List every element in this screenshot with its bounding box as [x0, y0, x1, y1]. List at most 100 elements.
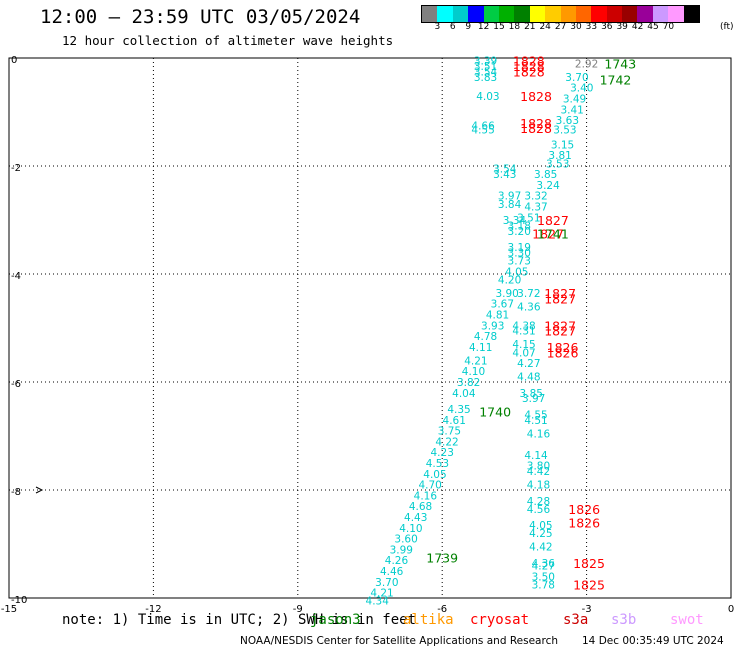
pass-time-label: 1826 [568, 502, 600, 517]
satellite-label-s3b: s3b [611, 612, 637, 628]
scale-tick-label: 39 [616, 22, 628, 32]
wave-height-label: 3.82 [457, 377, 480, 389]
wave-height-label: 3.63 [556, 115, 579, 127]
x-tick-label: -12 [145, 604, 161, 615]
x-tick-label: -9 [293, 604, 303, 615]
wave-height-label: 4.81 [486, 310, 509, 322]
pass-time-label: 1826 [568, 515, 600, 530]
wave-height-label: 3.70 [565, 72, 588, 84]
credit-text: NOAA/NESDIS Center for Satellite Applica… [240, 635, 558, 647]
wave-height-label: 3.49 [563, 94, 586, 106]
wave-height-label: 4.10 [399, 523, 422, 535]
scale-swatch [591, 6, 607, 22]
wave-height-label: 4.48 [517, 372, 540, 384]
pass-time-label: 1826 [547, 345, 579, 360]
y-tick-label: 0 [11, 55, 17, 66]
chart-subtitle: 12 hour collection of altimeter wave hei… [62, 33, 394, 48]
pass-time-label: 1826 [547, 340, 579, 355]
wave-height-label: 4.15 [512, 339, 535, 351]
scale-tick-label: 33 [585, 22, 598, 32]
wave-height-label: 3.15 [551, 139, 574, 151]
scale-swatch [422, 6, 438, 22]
wave-height-label: 4.27 [532, 561, 555, 573]
scale-tick-label: 9 [465, 22, 472, 32]
wave-height-label: 4.31 [512, 326, 535, 338]
wave-height-label: 3.90 [495, 288, 518, 300]
wave-height-label: 3.51 [474, 61, 497, 73]
wave-height-label: 4.04 [452, 388, 476, 400]
scale-swatch [545, 6, 561, 22]
wave-height-label: 4.36 [517, 301, 541, 313]
pass-time-label: 1742 [600, 73, 632, 88]
wave-height-label: 4.21 [464, 355, 487, 367]
pass-time-label: 1827 [537, 213, 569, 228]
y-tick-label: -6 [11, 379, 21, 390]
wave-height-label: 3.20 [508, 226, 531, 238]
wave-height-label: 3.84 [498, 199, 522, 211]
wave-height-label: 4.21 [370, 588, 393, 600]
pass-time-label: 1828 [520, 121, 552, 136]
scale-swatch [560, 6, 576, 22]
wave-height-label: 3.39 [474, 56, 497, 68]
wave-height-label: 4.14 [524, 450, 548, 462]
wave-height-label: 4.16 [527, 428, 551, 440]
scale-swatch [437, 6, 453, 22]
wave-height-label: 4.11 [469, 342, 492, 354]
wave-height-label: 2.92 [575, 58, 598, 70]
wave-height-label: 4.05 [529, 520, 552, 532]
scale-swatch [668, 6, 684, 22]
satellite-label-cryosat: cryosat [470, 612, 530, 628]
wave-height-label: 3.85 [520, 388, 543, 400]
plot-border [8, 57, 732, 599]
wave-height-label: 3.24 [536, 180, 560, 192]
wave-height-label: 4.46 [380, 566, 404, 578]
satellite-label-altika: altika [403, 612, 454, 628]
scale-swatch [514, 6, 530, 22]
scale-tick-label: 70 [662, 22, 675, 32]
wave-height-label: 3.51 [517, 212, 540, 224]
scale-tick-label: 15 [493, 22, 505, 32]
map-feature-marker [35, 486, 44, 494]
wave-height-label: 4.22 [435, 436, 458, 448]
wave-height-label: 3.34 [503, 215, 527, 227]
scale-tick-label: 12 [477, 22, 490, 32]
footer-note: note: 1) Time is in UTC; 2) SWH is in fe… [62, 612, 704, 630]
wave-height-label: 3.80 [527, 461, 550, 473]
scale-tick-label: 6 [449, 22, 456, 32]
wave-height-label: 3.50 [532, 571, 555, 583]
wave-height-label: 4.23 [431, 447, 454, 459]
wave-height-label: 4.16 [414, 490, 438, 502]
scale-swatch [652, 6, 669, 22]
pass-time-label: 1828 [520, 116, 552, 131]
wave-height-label: 3.41 [560, 104, 583, 116]
pass-time-label: 1828 [513, 54, 545, 69]
scale-swatch [468, 6, 484, 22]
wave-height-label: 4.51 [524, 415, 547, 427]
wave-height-label: 3.53 [546, 158, 569, 170]
scale-tick-label: 30 [570, 22, 582, 32]
wave-height-label: 3.81 [548, 150, 571, 162]
wave-height-label: 4.03 [476, 91, 499, 103]
y-tick-label: -4 [11, 271, 21, 282]
color-scale-bar [421, 5, 701, 23]
wave-height-label: 3.32 [524, 191, 547, 203]
scale-tick-label: 27 [554, 22, 567, 32]
wave-height-label: 4.53 [426, 458, 449, 470]
y-tick-label: -2 [11, 163, 21, 174]
y-tick-label: -10 [11, 595, 27, 606]
pass-time-label: 1827 [532, 227, 564, 242]
generation-timestamp: 14 Dec 00:35:49 UTC 2024 [582, 635, 724, 647]
wave-height-label: 4.38 [512, 320, 535, 332]
scale-swatch [498, 6, 515, 22]
wave-height-label: 3.54 [474, 67, 498, 79]
scale-tick-label: 45 [647, 22, 659, 32]
wave-height-label: 3.97 [498, 191, 521, 203]
wave-height-label: 3.40 [570, 83, 593, 95]
wave-height-label: 4.56 [527, 504, 551, 516]
y-tick-label: -8 [11, 487, 21, 498]
scale-tick-label: 24 [539, 22, 551, 32]
scale-swatch [483, 6, 499, 22]
scale-swatch [529, 6, 546, 22]
scale-swatch [606, 6, 623, 22]
